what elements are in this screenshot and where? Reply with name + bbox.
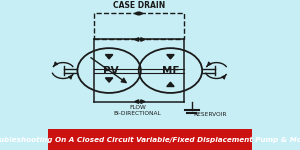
Text: FLOW
BI-DIRECTIONAL: FLOW BI-DIRECTIONAL	[114, 105, 162, 116]
Polygon shape	[167, 55, 174, 59]
Polygon shape	[105, 78, 113, 82]
Polygon shape	[105, 55, 113, 59]
FancyBboxPatch shape	[48, 129, 252, 150]
Text: Troubleshooting On A Closed Circuit Variable/Fixed Displacement Pump & Motor: Troubleshooting On A Closed Circuit Vari…	[0, 136, 300, 143]
Polygon shape	[139, 12, 143, 15]
Text: MF: MF	[162, 66, 179, 76]
Polygon shape	[135, 38, 139, 41]
Text: CASE DRAIN: CASE DRAIN	[112, 1, 165, 10]
Polygon shape	[141, 38, 145, 41]
Polygon shape	[135, 12, 138, 15]
Text: RESERVOIR: RESERVOIR	[193, 112, 226, 117]
Polygon shape	[167, 82, 174, 87]
Text: PV: PV	[103, 66, 119, 76]
Polygon shape	[141, 100, 145, 103]
Polygon shape	[135, 100, 139, 103]
Bar	[94, 14, 184, 39]
